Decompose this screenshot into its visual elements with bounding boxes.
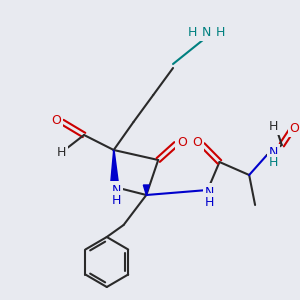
Text: H: H (269, 157, 278, 169)
Text: O: O (177, 136, 187, 149)
Text: N: N (202, 26, 211, 38)
Text: N: N (112, 184, 122, 196)
Text: H: H (269, 119, 279, 133)
Text: O: O (192, 136, 202, 149)
Text: N: N (269, 146, 278, 160)
Text: H: H (205, 196, 214, 208)
Polygon shape (111, 150, 117, 183)
Text: H: H (112, 194, 122, 206)
Text: N: N (205, 185, 214, 199)
Polygon shape (143, 185, 149, 195)
Text: H: H (216, 26, 225, 38)
Text: H: H (188, 26, 197, 38)
Text: H: H (57, 146, 66, 158)
Text: O: O (51, 115, 61, 128)
Text: O: O (290, 122, 300, 134)
